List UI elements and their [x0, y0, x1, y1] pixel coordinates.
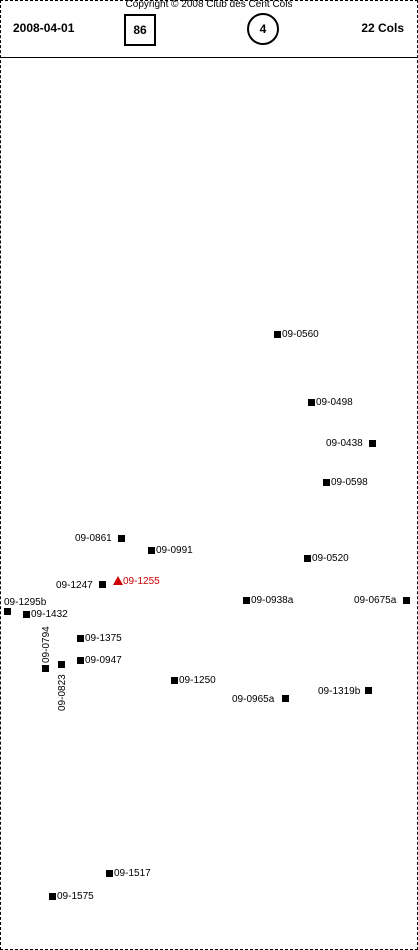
col-label: 09-0498	[316, 397, 353, 408]
square-icon	[77, 657, 84, 664]
map-header: Copyright © 2008 Club des Cent Cols 2008…	[0, 0, 418, 58]
map-date: 2008-04-01	[13, 21, 75, 35]
col-label: 09-1255	[123, 576, 160, 587]
col-label: 09-1432	[31, 609, 68, 620]
col-label: 09-0947	[85, 655, 122, 666]
square-icon	[23, 611, 30, 618]
col-label: 09-0991	[156, 545, 193, 556]
copyright-notice: Copyright © 2008 Club des Cent Cols	[125, 0, 293, 10]
col-label: 09-0965a	[232, 694, 275, 705]
square-icon	[304, 555, 311, 562]
col-label: 09-0823	[57, 674, 68, 711]
square-icon	[369, 440, 376, 447]
square-icon	[148, 547, 155, 554]
square-icon	[308, 399, 315, 406]
col-label: 09-1575	[57, 891, 94, 902]
col-label: 09-1375	[85, 633, 122, 644]
triangle-icon	[113, 576, 123, 585]
col-label: 09-0520	[312, 553, 349, 564]
square-icon	[323, 479, 330, 486]
col-label: 09-0861	[75, 533, 112, 544]
col-label: 09-1295b	[4, 597, 47, 608]
square-icon	[282, 695, 289, 702]
boxed-number: 86	[124, 14, 156, 46]
square-icon	[403, 597, 410, 604]
cols-count: 22 Cols	[361, 21, 404, 35]
col-label: 09-0675a	[354, 595, 397, 606]
square-icon	[171, 677, 178, 684]
col-label: 09-0938a	[251, 595, 294, 606]
col-label: 09-0560	[282, 329, 319, 340]
square-icon	[99, 581, 106, 588]
square-icon	[274, 331, 281, 338]
square-icon	[49, 893, 56, 900]
square-icon	[77, 635, 84, 642]
square-icon	[58, 661, 65, 668]
square-icon	[4, 608, 11, 615]
col-label: 09-0794	[41, 626, 52, 663]
col-label: 09-0438	[326, 438, 363, 449]
square-icon	[106, 870, 113, 877]
square-icon	[243, 597, 250, 604]
square-icon	[365, 687, 372, 694]
circled-number: 4	[247, 13, 279, 45]
col-label: 09-1247	[56, 580, 93, 591]
col-label: 09-1250	[179, 675, 216, 686]
col-label: 09-1319b	[318, 686, 361, 697]
col-label: 09-1517	[114, 868, 151, 879]
square-icon	[42, 665, 49, 672]
col-label: 09-0598	[331, 477, 368, 488]
square-icon	[118, 535, 125, 542]
